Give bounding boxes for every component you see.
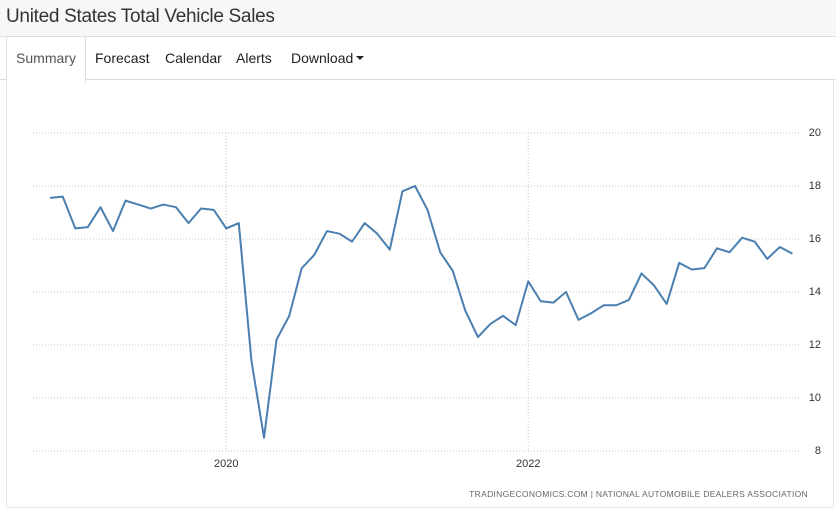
y-tick-label: 8 — [815, 445, 821, 457]
data-line — [49, 185, 793, 439]
dropdown-caret — [356, 56, 364, 60]
page-title: United States Total Vehicle Sales — [6, 6, 275, 27]
x-tick-label: 2020 — [214, 458, 238, 470]
x-tick-label: 2022 — [516, 458, 540, 470]
header: United States Total Vehicle Sales — [0, 0, 836, 36]
tab-bar: Summary Forecast Calendar Alerts Downloa… — [0, 36, 836, 83]
tab-calendar[interactable]: Calendar — [165, 50, 222, 66]
tab-alerts[interactable]: Alerts — [236, 50, 272, 66]
chart-panel — [6, 80, 834, 508]
y-tick-label: 16 — [809, 233, 821, 245]
y-tick-label: 20 — [809, 127, 821, 139]
tab-download[interactable]: Download — [291, 50, 354, 66]
y-tick-label: 10 — [809, 392, 821, 404]
source-note: TRADINGECONOMICS.COM | NATIONAL AUTOMOBI… — [469, 489, 808, 499]
tab-summary[interactable]: Summary — [6, 37, 86, 83]
y-tick-label: 12 — [809, 339, 821, 351]
y-tick-label: 18 — [809, 180, 821, 192]
y-tick-label: 14 — [809, 286, 821, 298]
tab-forecast[interactable]: Forecast — [95, 50, 150, 66]
